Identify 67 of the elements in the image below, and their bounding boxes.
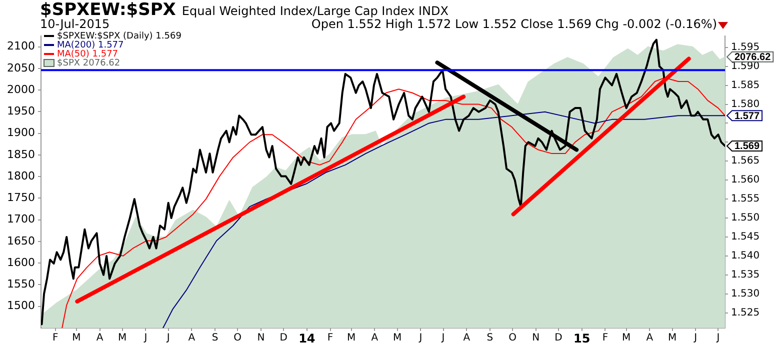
x-tick-label: J	[440, 332, 445, 344]
data-label: 1.577	[734, 110, 760, 122]
x-tick-label: N	[257, 332, 265, 344]
x-tick-label: M	[72, 332, 81, 344]
y2-tick-label: 1.550	[731, 212, 760, 224]
x-tick-label: A	[646, 332, 654, 344]
y2-tick-label: 1.585	[731, 80, 760, 91]
x-tick-label: M	[347, 332, 356, 344]
legend-label: $SPXEW:$SPX (Daily) 1.569	[57, 31, 182, 42]
x-tick-label: M	[118, 332, 127, 344]
text: Open 1.552 High 1.572 Low 1.552 Close 1.569 Chg -0.002 (-0.16%)	[311, 17, 717, 31]
x-tick-label: A	[463, 332, 470, 344]
y-tick-label: 1700	[7, 212, 35, 226]
y-tick-label: 2100	[7, 40, 35, 53]
x-tick-label: M	[392, 332, 402, 344]
y2-tick-label: 1.530	[731, 288, 760, 300]
x-tick-label: F	[327, 332, 334, 344]
legend-label: MA(200) 1.577	[57, 40, 124, 50]
text: 10-Jul-2015	[40, 17, 110, 31]
y-tick-label: 1950	[7, 104, 35, 118]
x-tick-label: O	[234, 332, 242, 344]
x-tick-label: 15	[574, 331, 590, 344]
x-tick-label: F	[52, 332, 58, 344]
y2-tick-label: 1.580	[731, 98, 760, 110]
x-tick-label: A	[371, 332, 378, 344]
x-tick-label: S	[212, 332, 218, 344]
x-tick-label: J	[143, 332, 148, 344]
x-tick-label: D	[554, 332, 563, 344]
y2-tick-label: 1.565	[731, 156, 760, 167]
x-tick-label: J	[716, 332, 720, 344]
x-tick-label: S	[486, 332, 494, 344]
x-tick-label: J	[693, 332, 698, 344]
data-label: 1.569	[734, 141, 760, 152]
x-tick-label: M	[668, 332, 677, 344]
y2-tick-label: 1.535	[731, 270, 760, 281]
chart-subtitle: Equal Weighted Index/Large Cap Index INDX	[182, 4, 448, 18]
y2-tick-label: 1.545	[731, 232, 760, 243]
y-tick-label: 1600	[7, 256, 35, 269]
x-tick-label: J	[418, 332, 422, 344]
x-tick-label: N	[532, 332, 540, 344]
y-tick-label: 1900	[7, 126, 35, 140]
x-tick-label: F	[602, 332, 608, 344]
y2-tick-label: 1.590	[731, 60, 760, 72]
y-tick-label: 2050	[7, 61, 35, 74]
y2-tick-label: 1.540	[731, 250, 760, 262]
legend-label: MA(50) 1.577	[57, 49, 118, 60]
x-tick-label: D	[280, 332, 288, 344]
y-tick-label: 1650	[7, 234, 35, 248]
y-tick-label: 1750	[7, 191, 35, 204]
y-tick-label: 2000	[7, 82, 35, 96]
chart-title: $SPXEW:$SPX	[40, 0, 176, 20]
x-tick-label: A	[188, 332, 196, 344]
data-label: 2076.62	[734, 52, 772, 64]
x-tick-label: A	[96, 332, 104, 344]
y2-tick-label: 1.560	[731, 174, 760, 186]
y2-tick-label: 1.525	[731, 307, 760, 318]
x-tick-label: O	[508, 332, 517, 344]
legend-label: $SPX 2076.62	[57, 58, 120, 68]
x-tick-label: J	[166, 332, 170, 344]
y2-tick-label: 1.595	[731, 42, 760, 53]
y2-tick-label: 1.555	[731, 194, 760, 205]
y-tick-label: 1500	[7, 299, 35, 312]
y-tick-label: 1800	[7, 169, 35, 182]
y-tick-label: 1550	[7, 278, 35, 291]
y-tick-label: 1850	[7, 148, 35, 161]
x-tick-label: 14	[298, 331, 316, 344]
x-tick-label: M	[622, 332, 631, 344]
